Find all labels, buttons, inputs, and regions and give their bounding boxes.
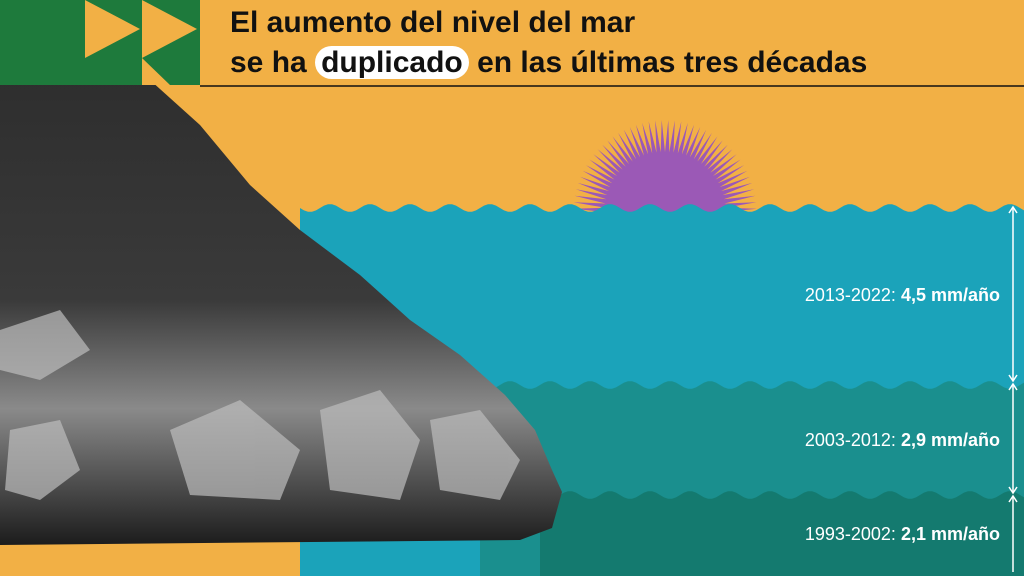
period-rate: 2,9 mm/año xyxy=(900,430,1000,450)
period-rate: 2,1 mm/año xyxy=(900,524,1000,544)
title-text: en las últimas tres décadas xyxy=(477,46,868,79)
logo-arrows xyxy=(85,0,197,85)
island xyxy=(0,0,562,545)
title-highlight: duplicado xyxy=(315,46,469,79)
title-line: se ha duplicado en las últimas tres déca… xyxy=(230,44,867,82)
rock-highlights xyxy=(0,310,520,500)
period-rate: 4,5 mm/año xyxy=(900,285,1000,305)
period-range: 2003-2012: xyxy=(804,430,896,450)
title-text: El aumento del nivel del mar xyxy=(230,6,636,39)
sun-rays xyxy=(573,120,757,212)
period-label: 1993-2002: 2,1 mm/año xyxy=(805,524,1000,545)
period-label: 2013-2022: 4,5 mm/año xyxy=(805,285,1000,306)
range-markers xyxy=(1008,205,1018,572)
period-range: 2013-2022: xyxy=(804,285,896,305)
title-text: se ha xyxy=(230,46,307,79)
sun xyxy=(573,120,757,212)
period-range: 1993-2002: xyxy=(804,524,896,544)
title-line: El aumento del nivel del mar xyxy=(230,4,635,42)
period-label: 2003-2012: 2,9 mm/año xyxy=(805,430,1000,451)
water-band xyxy=(540,491,1024,576)
